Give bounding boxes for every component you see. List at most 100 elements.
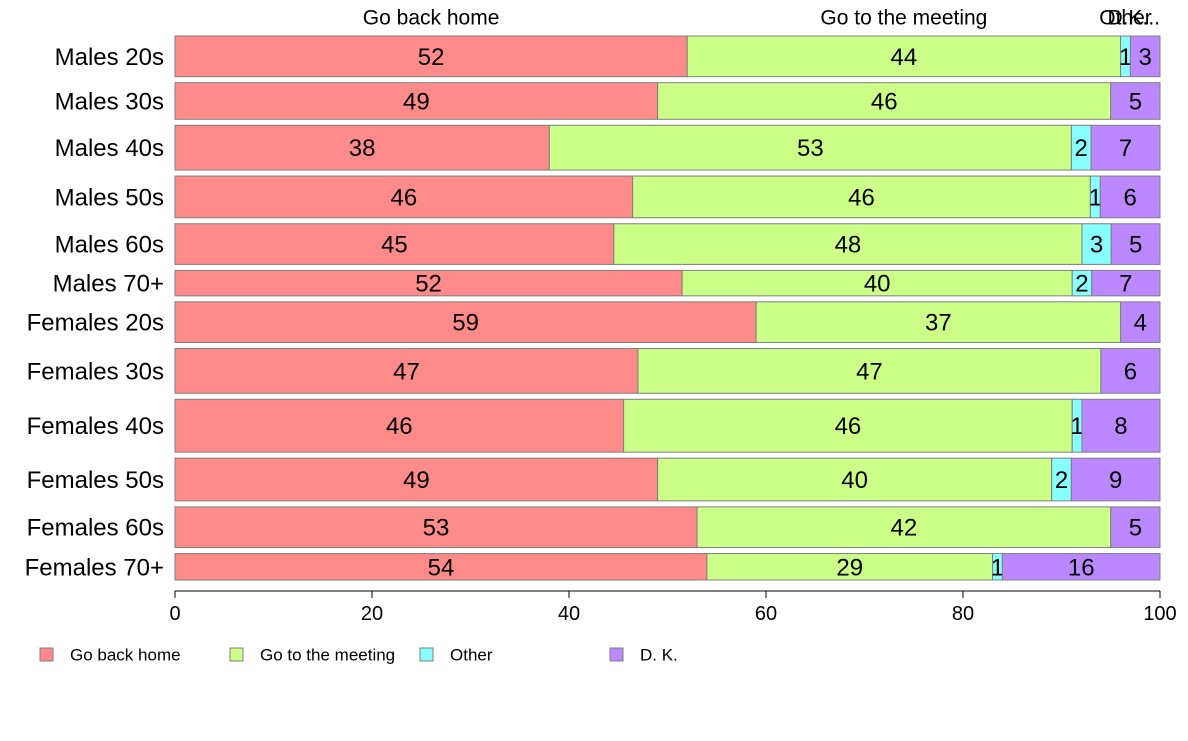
bar-segment [755, 301, 1122, 344]
bar-segment [1091, 269, 1161, 297]
category-label: Males 40s [55, 135, 164, 162]
data-label: 5 [1129, 88, 1142, 115]
data-label: 5 [1129, 515, 1142, 542]
bar-segment [1081, 398, 1161, 453]
data-label: 3 [1139, 44, 1152, 71]
category-label: Males 20s [55, 44, 164, 71]
data-label: 42 [891, 515, 918, 542]
bar-segment [1110, 82, 1161, 120]
bar-segment [1110, 223, 1161, 265]
bar-segment [174, 301, 757, 344]
data-label: 6 [1123, 184, 1136, 211]
data-label: 4 [1134, 310, 1147, 337]
data-label: 29 [836, 554, 863, 581]
legend-label: D. K. [640, 646, 678, 665]
data-label: 8 [1114, 413, 1127, 440]
bar-segment [174, 35, 688, 78]
bar-segment [174, 506, 698, 549]
x-tick-label: 60 [755, 603, 777, 625]
x-tick-label: 100 [1143, 603, 1176, 625]
bar-segment [174, 223, 615, 265]
series-top-label: D.K... [1107, 7, 1160, 30]
category-label: Females 40s [27, 413, 164, 440]
category-label: Males 50s [55, 184, 164, 211]
data-label: 1 [991, 554, 1004, 581]
bar-segment [1090, 124, 1161, 171]
data-label: 54 [428, 554, 455, 581]
x-tick-label: 80 [952, 603, 974, 625]
category-label: Males 30s [55, 88, 164, 115]
data-label: 1 [1070, 413, 1083, 440]
data-label: 53 [797, 135, 824, 162]
category-label: Females 30s [27, 358, 164, 385]
data-label: 6 [1124, 358, 1137, 385]
bar-segment [548, 124, 1072, 171]
legend-label: Go back home [70, 646, 181, 665]
x-tick-label: 0 [169, 603, 180, 625]
legend-label: Other [450, 646, 493, 665]
x-tick-label: 40 [558, 603, 580, 625]
category-label: Females 50s [27, 467, 164, 494]
legend-swatch [419, 647, 434, 662]
bar-segment [1001, 553, 1161, 581]
data-label: 3 [1090, 232, 1103, 259]
data-label: 2 [1075, 271, 1088, 298]
bar-segment [174, 175, 634, 219]
data-label: 49 [403, 88, 430, 115]
legend-swatch [609, 647, 624, 662]
bar-segment [686, 35, 1122, 78]
bar-segment [174, 82, 659, 120]
data-label: 45 [381, 232, 408, 259]
data-label: 49 [403, 467, 430, 494]
data-label: 2 [1075, 135, 1088, 162]
legend-swatch [229, 647, 244, 662]
bar-segment [681, 269, 1073, 297]
bar-segment [1100, 348, 1161, 394]
bar-segment [174, 269, 683, 297]
data-label: 46 [848, 184, 875, 211]
bar-segment [623, 398, 1073, 453]
bar-segment [657, 457, 1053, 502]
data-label: 1 [1089, 184, 1102, 211]
data-label: 47 [856, 358, 883, 385]
data-label: 47 [393, 358, 420, 385]
bar-segment [632, 175, 1091, 219]
bar-segment [637, 348, 1102, 394]
category-label: Males 60s [55, 232, 164, 259]
bar-segment [174, 398, 625, 453]
bar-segment [174, 348, 639, 394]
bar-segment [1081, 223, 1112, 265]
data-label: 52 [415, 271, 442, 298]
bar-segment [613, 223, 1083, 265]
data-label: 16 [1068, 554, 1095, 581]
x-tick-label: 20 [361, 603, 383, 625]
category-label: Females 20s [27, 310, 164, 337]
category-label: Males 70+ [53, 271, 164, 298]
data-label: 44 [891, 44, 918, 71]
bar-segment [1110, 506, 1161, 549]
data-label: 37 [925, 310, 952, 337]
data-label: 40 [864, 271, 891, 298]
series-top-label: Other [1099, 7, 1152, 30]
data-label: 46 [386, 413, 413, 440]
data-label: 7 [1119, 135, 1132, 162]
data-label: 46 [871, 88, 898, 115]
data-label: 2 [1055, 467, 1068, 494]
category-label: Females 60s [27, 515, 164, 542]
data-label: 9 [1109, 467, 1122, 494]
bar-segment [1099, 175, 1161, 219]
data-label: 40 [841, 467, 868, 494]
bar-segment [657, 82, 1112, 120]
data-label: 52 [418, 44, 445, 71]
data-label: 46 [390, 184, 417, 211]
legend-label: Go to the meeting [260, 646, 395, 665]
data-label: 7 [1119, 271, 1132, 298]
bar-segment [174, 124, 550, 171]
bar-segment [1120, 301, 1161, 344]
series-top-label: Go back home [363, 7, 500, 30]
category-label: Females 70+ [25, 554, 164, 581]
data-label: 1 [1119, 44, 1132, 71]
bar-segment [696, 506, 1112, 549]
